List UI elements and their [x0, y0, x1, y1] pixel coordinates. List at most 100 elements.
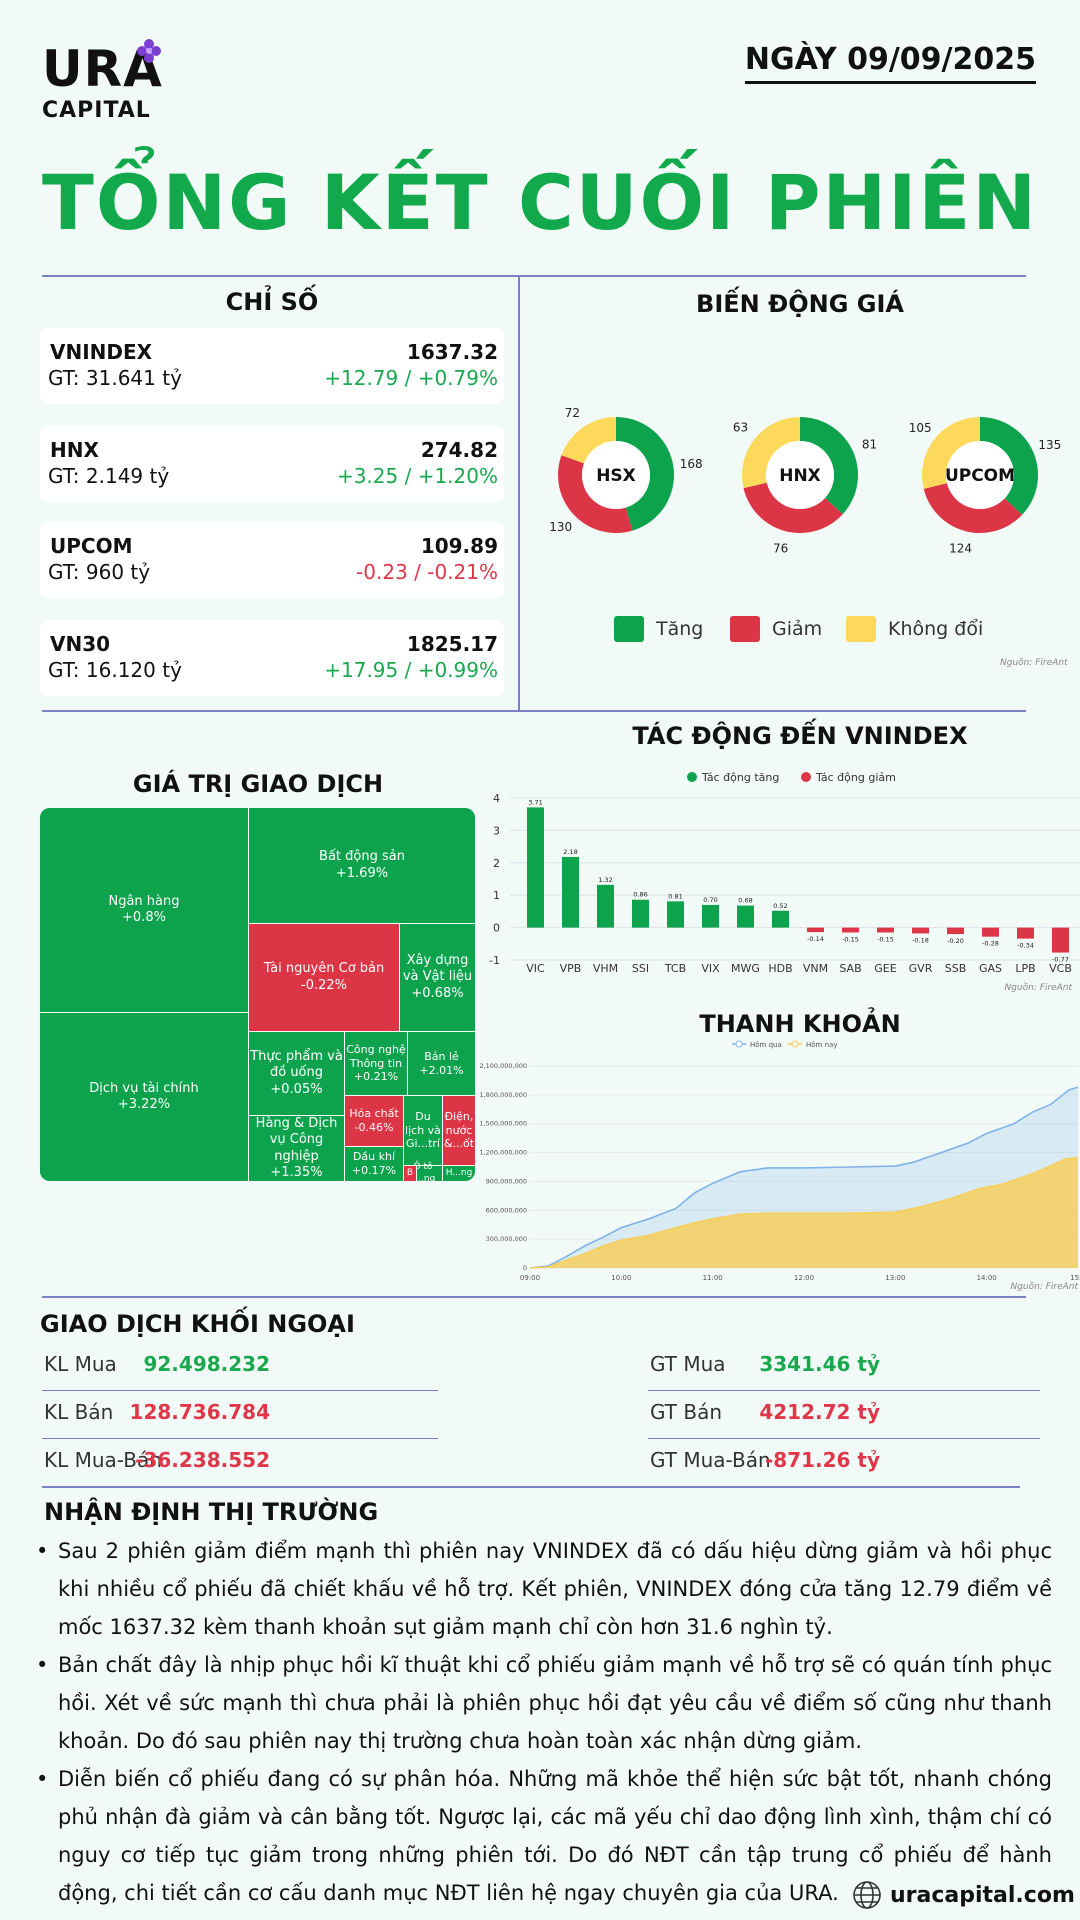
x-tick-label: SSB — [945, 962, 967, 975]
index-card[interactable]: UPCOM GT: 960 tỷ 109.89 -0.23 / -0.21% — [40, 522, 504, 598]
treemap-sector-name: H...ng — [445, 1167, 473, 1178]
foreign-label: KL Mua-Bán — [44, 1448, 162, 1472]
treemap-cell: Hàng & Dịch vụ Công nghiệp +1.35% — [248, 1115, 345, 1181]
treemap-sector-name: Hàng & Dịch vụ Công nghiệp — [255, 1116, 338, 1164]
sector-treemap: Ngân hàng +0.8% Dịch vụ tài chính +3.22% Bất… — [40, 808, 475, 1181]
foreign-value: 4212.72 tỷ — [759, 1400, 880, 1424]
x-tick-label: VIC — [526, 962, 545, 975]
x-tick-label: VNM — [803, 962, 828, 975]
y-tick-label: 600,000,000 — [486, 1206, 527, 1214]
treemap-sector-name: B — [406, 1167, 414, 1178]
treemap-sector-name: Ô tô v...ng — [410, 1162, 436, 1181]
outlook-text: Sau 2 phiên giảm điểm mạnh thì phiên nay… — [58, 1539, 1052, 1639]
outlook-text: Diễn biến cổ phiếu đang có sự phân hóa. … — [58, 1767, 1052, 1905]
y-tick-label: 3 — [493, 824, 500, 837]
impact-chart: Tác động tăng Tác động giảm 4 3 2 1 0 -1 3.71 VIC… — [489, 771, 1080, 993]
index-name: HNX — [50, 438, 99, 462]
donut-slice-down — [558, 455, 633, 533]
price-move-donuts: 168 130 72 HSX 81 76 63 HNX 135 124 105 UPCOM — [549, 406, 1061, 556]
treemap-sector-change: +1.35% — [270, 1164, 323, 1180]
legend-label: Tác động giảm — [815, 771, 896, 784]
outlook-paragraph: • Diễn biến cổ phiếu đang có sự phân hóa.… — [36, 1760, 1052, 1912]
impact-bar-sab — [842, 927, 859, 933]
treemap-sector-change: -0.22% — [301, 977, 347, 993]
treemap-cell: Công nghệ Thông tin +0.21% — [344, 1031, 408, 1096]
x-tick-label: MWG — [731, 962, 760, 975]
price-move-title: BIẾN ĐỘNG GIÁ — [696, 290, 904, 318]
index-change: +3.25 / +1.20% — [336, 464, 498, 488]
source-note: Nguồn: FireAnt — [1010, 1281, 1078, 1292]
x-tick-label: VIX — [701, 962, 720, 975]
donut-slice-flat — [561, 417, 616, 464]
index-card[interactable]: HNX GT: 2.149 tỷ 274.82 +3.25 / +1.20% — [40, 426, 504, 502]
treemap-cell: H...ng — [442, 1165, 475, 1181]
treemap-sector-name: Dầu khí — [352, 1150, 396, 1164]
index-card[interactable]: VNINDEX GT: 31.641 tỷ 1637.32 +12.79 / +0.7… — [40, 328, 504, 404]
x-tick-label: 09:00 — [520, 1274, 540, 1282]
divider — [42, 1296, 1026, 1298]
legend-dot-up — [687, 772, 697, 782]
impact-bar-gvr — [912, 927, 929, 934]
treemap-sector-change: +0.8% — [122, 910, 166, 925]
bar-value-label: 3.71 — [528, 798, 542, 806]
foreign-value: -36.238.552 — [135, 1448, 270, 1472]
foreign-label: KL Mua — [44, 1352, 117, 1376]
divider-vertical — [518, 275, 520, 711]
donut-exchange-label: HSX — [596, 466, 636, 486]
impact-bar-vic — [527, 807, 544, 928]
x-tick-label: 14:00 — [977, 1274, 997, 1282]
x-tick-label: VHM — [593, 962, 618, 975]
bullet-icon: • — [36, 1767, 49, 1791]
bar-value-label: -0.18 — [912, 936, 929, 944]
indices-title: CHỈ SỐ — [225, 288, 319, 316]
impact-bar-vpb — [562, 856, 579, 928]
treemap-sector-name: Công nghệ Thông tin — [346, 1042, 406, 1070]
impact-bar-tcb — [667, 901, 684, 928]
globe-icon — [853, 1881, 881, 1909]
x-tick-label: HDB — [768, 962, 792, 975]
legend-flat: Không đổi — [846, 616, 983, 642]
x-tick-label: VCB — [1049, 962, 1072, 975]
bar-value-label: -0.20 — [947, 937, 964, 945]
index-change: -0.23 / -0.21% — [356, 560, 498, 584]
foreign-value: -871.26 tỷ — [764, 1448, 880, 1472]
donut-slice-up — [616, 417, 674, 531]
legend-label: Tác động tăng — [701, 771, 779, 784]
impact-bar-vnm — [807, 927, 824, 933]
outlook-paragraph: • Bản chất đây là nhịp phục hồi kĩ thuật … — [36, 1646, 1052, 1760]
treemap-sector-change: -0.46% — [354, 1121, 394, 1134]
donut-hsx: 168 130 72 HSX — [549, 406, 702, 534]
index-card[interactable]: VN30 GT: 16.120 tỷ 1825.17 +17.95 / +0.99% — [40, 620, 504, 696]
treemap-cell: Điện, nước &...ốt — [442, 1095, 475, 1166]
bar-value-label: 0.81 — [668, 892, 682, 900]
x-tick-label: LPB — [1015, 962, 1035, 975]
donut-value-label: 168 — [680, 457, 703, 471]
impact-bar-lpb — [1017, 927, 1034, 939]
donut-value-label: 72 — [565, 406, 580, 420]
row-divider — [42, 1438, 438, 1439]
page-title: TỔNG KẾT CUỐI PHIÊN — [42, 158, 1038, 247]
foreign-label: GT Mua-Bán — [650, 1448, 771, 1472]
index-name: VNINDEX — [50, 340, 153, 364]
website-footer[interactable]: uracapital.com — [852, 1880, 1075, 1910]
website-link[interactable]: uracapital.com — [890, 1882, 1075, 1908]
y-tick-label: 300,000,000 — [486, 1235, 527, 1243]
treemap-cell: Tài nguyên Cơ bản -0.22% — [248, 923, 400, 1032]
y-tick-label: 1,500,000,000 — [479, 1120, 527, 1128]
treemap-cell: Dầu khí +0.17% — [344, 1146, 404, 1181]
x-tick-label: GEE — [874, 962, 896, 975]
treemap-sector-change: +0.21% — [353, 1070, 399, 1084]
treemap-cell: Du lịch và Gi...trí — [403, 1095, 443, 1166]
source-note: Nguồn: FireAnt — [1000, 658, 1068, 668]
impact-bar-ssi — [632, 899, 649, 928]
legend-dot-down — [801, 772, 811, 782]
donut-upcom: 135 124 105 UPCOM — [909, 417, 1061, 555]
index-price: 274.82 — [420, 438, 498, 462]
bar-value-label: 0.86 — [633, 891, 647, 899]
bar-value-label: -0.34 — [1017, 942, 1034, 950]
foreign-title: GIAO DỊCH KHỐI NGOẠI — [40, 1310, 355, 1338]
source-note: Nguồn: FireAnt — [1004, 982, 1072, 993]
x-tick-label: GAS — [979, 962, 1002, 975]
bar-value-label: -0.14 — [807, 935, 824, 943]
y-tick-label: -1 — [489, 954, 500, 967]
